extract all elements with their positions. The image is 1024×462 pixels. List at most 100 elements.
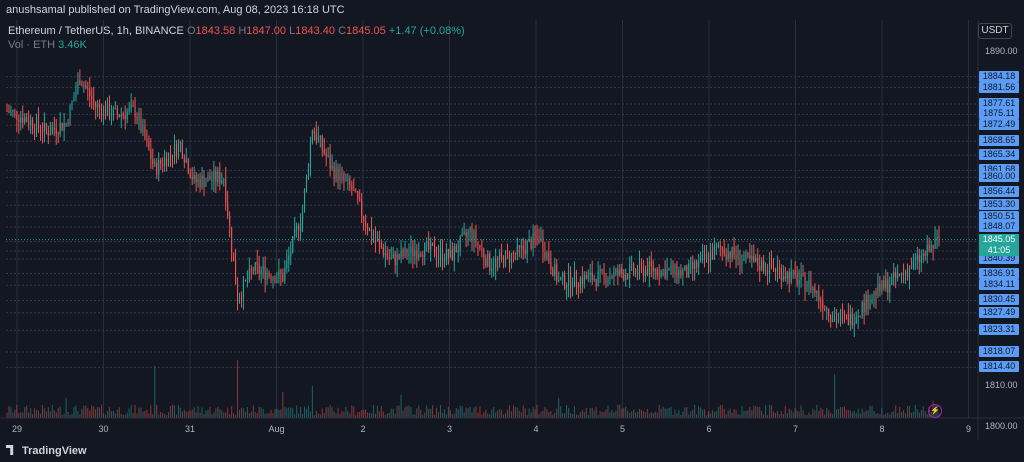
price-level-label: 1881.56 [979, 81, 1019, 93]
candle-body [479, 244, 481, 249]
candle-body [171, 154, 174, 158]
volume-bar [583, 411, 585, 418]
close-label: C [338, 25, 347, 37]
candle-body [369, 229, 371, 231]
volume-bar [177, 405, 179, 418]
x-axis-label: 9 [966, 424, 971, 434]
candle-body [908, 267, 910, 278]
volume-bar [414, 414, 416, 418]
candle-body [439, 248, 442, 256]
candle-body [873, 291, 875, 299]
volume-bar [617, 404, 619, 418]
volume-bar [463, 412, 465, 418]
candle-body [85, 85, 87, 88]
candle-body [97, 104, 99, 108]
candle-body [266, 273, 268, 280]
candle-body [928, 244, 930, 252]
chart-area[interactable]: 29 30 31 Aug 2 3 4 5 6 7 8 9 [0, 20, 1024, 462]
candle-body [229, 216, 231, 227]
candle-body [753, 256, 755, 262]
candle-body [924, 253, 926, 256]
volume-bar [725, 414, 727, 418]
candle-body [221, 180, 223, 184]
candle-body [390, 258, 392, 260]
volume-bar [664, 408, 666, 418]
candle-body [203, 175, 205, 187]
candle-body [59, 122, 61, 135]
candle-body [569, 272, 572, 289]
candle-body [81, 84, 83, 87]
volume-bar [351, 405, 353, 418]
volume-bar [313, 415, 315, 418]
candle-body [361, 200, 363, 217]
tradingview-logo[interactable]: TradingView [6, 445, 87, 457]
volume-bar [812, 408, 814, 418]
candle-body [601, 268, 603, 270]
candle-body [195, 174, 197, 182]
volume-bar [636, 411, 639, 418]
volume-bar [824, 414, 826, 418]
candle-body [148, 140, 150, 150]
candle-body [166, 157, 168, 166]
volume-bar [205, 410, 207, 418]
volume-bar [556, 408, 558, 418]
open-label: O [186, 25, 196, 37]
volume-bar [12, 412, 14, 418]
volume-bar [424, 412, 426, 418]
candle-body [47, 130, 49, 136]
volume-bar [355, 414, 357, 418]
volume-bar [252, 405, 254, 418]
candle-body [709, 252, 711, 263]
volume-bar [183, 409, 185, 418]
volume-bar [721, 405, 723, 418]
volume-bar [769, 404, 771, 418]
candle-body [73, 97, 75, 102]
candle-body [859, 315, 861, 317]
volume-bar [798, 411, 800, 418]
volume-bar [434, 414, 436, 418]
candle-body [248, 268, 250, 280]
volume-bar [353, 406, 355, 418]
candle-body [650, 261, 652, 267]
candle-body [376, 239, 378, 242]
price-level-label: 1877.61 [979, 97, 1019, 109]
volume-bar [471, 412, 473, 418]
volume-bar [532, 407, 534, 418]
flash-icon[interactable]: ⚡ [928, 404, 942, 418]
candle-body [912, 260, 914, 269]
currency-selector[interactable]: USDT [978, 23, 1012, 39]
candle-body [623, 273, 625, 280]
volume-bar [81, 408, 83, 418]
candle-body [154, 162, 156, 165]
volume-bar [432, 405, 434, 418]
candle-body [418, 254, 420, 259]
symbol-name[interactable]: Ethereum / TetherUS, 1h, BINANCE [8, 25, 184, 37]
low-value: 1843.40 [295, 25, 335, 37]
volume-bar [733, 408, 735, 418]
candle-body [595, 279, 597, 286]
candle-body [615, 269, 617, 272]
candle-body [575, 272, 577, 285]
volume-bar [181, 411, 183, 418]
candle-body [581, 277, 583, 285]
volume-bar [37, 410, 40, 418]
candle-body [849, 313, 851, 325]
candle-body [839, 313, 842, 320]
volume-bar [124, 414, 126, 418]
volume-bar [227, 407, 229, 418]
volume-bar [300, 406, 302, 418]
volume-label[interactable]: Vol · ETH [8, 39, 56, 51]
price-level-label: 1827.49 [979, 306, 1019, 318]
volume-bar [859, 413, 861, 418]
volume-bar [321, 408, 323, 418]
volume-bar [558, 397, 560, 418]
volume-bar [536, 404, 538, 418]
candle-body [705, 253, 708, 260]
volume-bar [426, 405, 428, 418]
volume-bar [593, 410, 595, 418]
price-chart[interactable]: 29 30 31 Aug 2 3 4 5 6 7 8 9 [0, 20, 1024, 462]
volume-bar [43, 408, 45, 418]
candle-body [534, 232, 536, 237]
volume-bar [337, 407, 339, 418]
volume-bar [376, 405, 378, 418]
